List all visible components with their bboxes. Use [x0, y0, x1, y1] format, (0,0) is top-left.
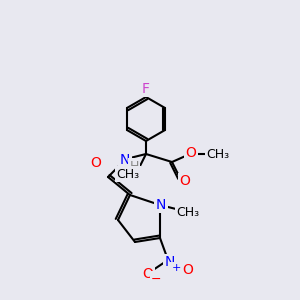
- Text: CH₃: CH₃: [116, 167, 140, 181]
- Text: F: F: [142, 82, 150, 96]
- Text: H: H: [129, 160, 139, 172]
- Text: N: N: [165, 255, 175, 269]
- Text: +: +: [171, 263, 181, 273]
- Text: N: N: [156, 198, 166, 212]
- Text: O: O: [91, 156, 101, 170]
- Text: O: O: [180, 174, 190, 188]
- Text: −: −: [151, 272, 161, 286]
- Text: N: N: [120, 153, 130, 167]
- Text: O: O: [142, 267, 153, 281]
- Text: O: O: [183, 263, 194, 277]
- Text: CH₃: CH₃: [176, 206, 200, 218]
- Text: O: O: [186, 146, 196, 160]
- Text: CH₃: CH₃: [206, 148, 230, 160]
